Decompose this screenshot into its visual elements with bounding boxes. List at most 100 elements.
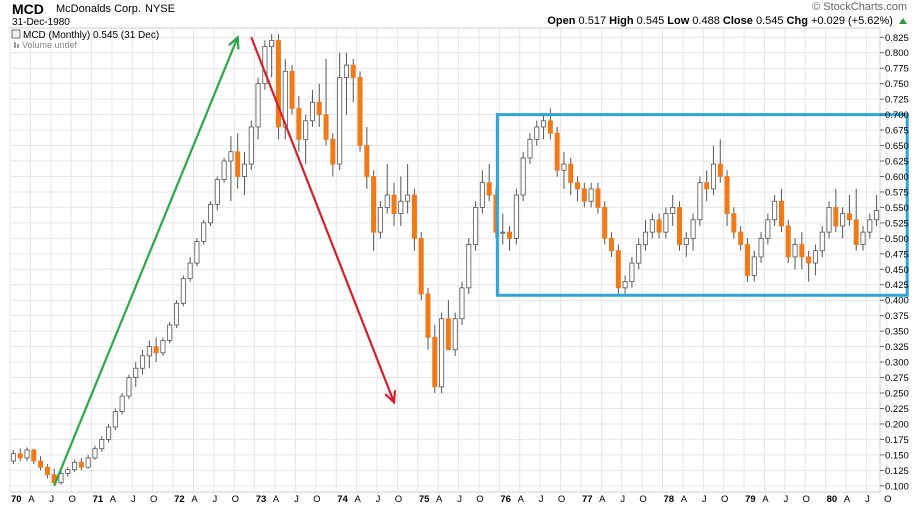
- candle-body: [18, 454, 22, 458]
- candle-body: [222, 161, 226, 180]
- x-tick-label: O: [803, 494, 810, 505]
- candle-body: [861, 232, 865, 244]
- candle-body: [684, 238, 688, 244]
- candle-body: [344, 65, 348, 77]
- candle-body: [473, 207, 477, 244]
- candle-body: [650, 220, 654, 232]
- y-tick-label: 0.425: [885, 280, 909, 291]
- candle-body: [820, 232, 824, 251]
- candle-body: [671, 207, 675, 213]
- candle-body: [677, 207, 681, 244]
- x-tick-label: A: [844, 494, 851, 505]
- y-tick-label: 0.575: [885, 187, 909, 198]
- x-tick-label: O: [395, 494, 402, 505]
- candle-body: [276, 40, 280, 127]
- candle-body: [147, 347, 151, 356]
- x-tick-label: A: [28, 494, 35, 505]
- candle-body: [528, 139, 532, 158]
- x-tick-label: 77: [582, 494, 593, 505]
- candle-body: [392, 195, 396, 214]
- candle-body: [310, 102, 314, 121]
- chart-annotations: [54, 37, 907, 486]
- candle-body: [643, 232, 647, 244]
- candle-body: [399, 201, 403, 213]
- x-tick-label: O: [639, 494, 646, 505]
- candle-body: [521, 158, 525, 195]
- candle-body: [582, 189, 586, 201]
- candle-body: [106, 427, 110, 439]
- candle-body: [154, 347, 158, 353]
- candle-body: [229, 152, 233, 161]
- candle-body: [188, 263, 192, 278]
- x-tick-label: A: [110, 494, 117, 505]
- x-tick-label: O: [558, 494, 565, 505]
- candle-body: [548, 121, 552, 133]
- candle-body: [467, 245, 471, 288]
- candle-body: [378, 207, 382, 232]
- candle-body: [596, 189, 600, 208]
- x-tick-label: J: [213, 494, 218, 505]
- candle-body: [616, 251, 620, 288]
- candle-body: [752, 257, 756, 276]
- candle-body: [426, 294, 430, 337]
- candle-body: [847, 214, 851, 220]
- candle-body: [174, 303, 178, 325]
- candle-body: [439, 319, 443, 387]
- y-tick-label: 0.175: [885, 435, 909, 446]
- candle-body: [827, 207, 831, 232]
- candle-body: [773, 201, 777, 220]
- y-tick-label: 0.775: [885, 64, 909, 75]
- candle-body: [487, 183, 491, 195]
- x-tick-label: A: [518, 494, 525, 505]
- candle-body: [480, 183, 484, 208]
- candle-body: [453, 319, 457, 350]
- candle-body: [507, 232, 511, 238]
- candle-body: [766, 220, 770, 239]
- x-tick-label: 74: [337, 494, 348, 505]
- candle-body: [834, 207, 838, 226]
- legend-series-icon: [12, 30, 20, 38]
- candle-body: [331, 139, 335, 164]
- candle-body: [691, 220, 695, 239]
- legend-volume-icon-bar: [17, 44, 19, 48]
- y-tick-label: 0.450: [885, 265, 909, 276]
- legend-volume-icon: [14, 42, 16, 48]
- candle-body: [759, 238, 763, 257]
- x-tick-label: A: [762, 494, 769, 505]
- candle-body: [32, 450, 36, 461]
- candle-body: [569, 164, 573, 183]
- y-tick-label: 0.725: [885, 95, 909, 106]
- candle-body: [711, 164, 715, 189]
- candle-body: [514, 195, 518, 238]
- candle-body: [45, 467, 49, 474]
- x-tick-label: J: [294, 494, 299, 505]
- candle-body: [120, 396, 124, 411]
- candle-body: [38, 461, 42, 467]
- candle-body: [460, 288, 464, 319]
- candle-body: [637, 245, 641, 264]
- y-tick-label: 0.350: [885, 327, 909, 338]
- candle-body: [215, 180, 219, 205]
- candle-body: [385, 195, 389, 207]
- candle-body: [541, 121, 545, 127]
- y-tick-label: 0.200: [885, 419, 909, 430]
- x-tick-label: 73: [256, 494, 267, 505]
- candle-body: [113, 412, 117, 427]
- candle-body: [86, 458, 90, 467]
- x-tick-label: O: [476, 494, 483, 505]
- candle-body: [841, 214, 845, 226]
- uptrend-arrow-line: [54, 37, 238, 486]
- x-tick-label: O: [232, 494, 239, 505]
- candle-body: [575, 183, 579, 189]
- x-tick-label: J: [539, 494, 544, 505]
- y-tick-label: 0.150: [885, 450, 909, 461]
- x-tick-label: O: [68, 494, 75, 505]
- candle-body: [406, 195, 410, 201]
- y-tick-label: 0.100: [885, 481, 909, 492]
- candle-body: [324, 115, 328, 140]
- candle-body: [698, 183, 702, 220]
- candle-body: [739, 232, 743, 244]
- candle-body: [718, 164, 722, 176]
- y-tick-label: 0.550: [885, 203, 909, 214]
